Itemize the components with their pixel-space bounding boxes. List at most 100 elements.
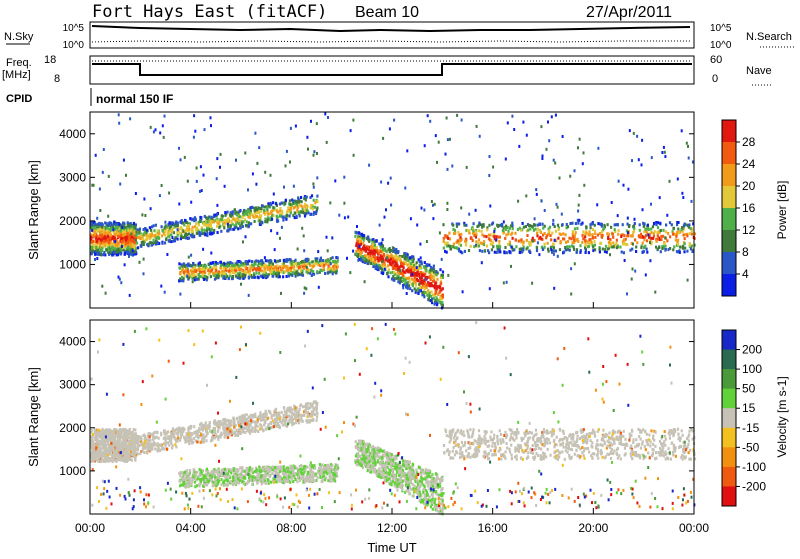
power-cell: [539, 223, 541, 226]
power-cell: [596, 203, 598, 206]
power-cell: [652, 237, 654, 240]
power-cell: [299, 214, 301, 217]
power-cell: [399, 281, 401, 284]
power-cell: [246, 224, 248, 227]
power-cell: [583, 184, 585, 187]
power-cell: [114, 240, 116, 243]
power-cell: [647, 224, 649, 227]
power-cell: [168, 192, 170, 195]
power-cell: [536, 234, 538, 237]
velocity-cell: [94, 457, 96, 460]
power-cell: [439, 231, 441, 234]
power-cell: [202, 232, 204, 235]
power-cell: [389, 127, 391, 130]
power-cell: [102, 244, 104, 247]
power-cell: [177, 222, 179, 225]
power-cell: [108, 231, 110, 234]
power-cell: [627, 217, 629, 220]
power-cell: [419, 260, 421, 263]
power-cell: [108, 175, 110, 178]
power-cell: [179, 272, 181, 275]
power-cell: [234, 226, 236, 229]
power-cell: [293, 268, 295, 271]
power-cell: [343, 202, 345, 205]
power-cell: [210, 124, 212, 127]
power-cell: [399, 269, 401, 272]
power-cell: [553, 253, 555, 256]
power-cell: [251, 206, 253, 209]
velocity-cell: [310, 403, 312, 406]
power-cell: [226, 211, 228, 214]
power-cell: [665, 224, 667, 227]
power-cell: [586, 232, 588, 235]
power-cell: [264, 256, 266, 259]
power-cell: [139, 228, 141, 231]
power-cell: [165, 237, 167, 240]
power-cell: [313, 186, 315, 189]
power-cell: [592, 249, 594, 252]
power-cell: [254, 267, 256, 270]
power-cell: [416, 261, 418, 264]
power-cell: [273, 271, 275, 274]
power-cell: [415, 284, 417, 287]
power-cell: [623, 184, 625, 187]
power-cell: [287, 269, 289, 272]
power-cell: [387, 182, 389, 185]
power-cell: [257, 276, 259, 279]
power-cell: [409, 287, 411, 290]
power-cell: [161, 234, 163, 237]
power-cell: [528, 224, 530, 227]
power-cell: [559, 248, 561, 251]
power-cell: [411, 259, 413, 262]
power-cell: [464, 240, 466, 243]
power-cell: [544, 246, 546, 249]
power-cell: [220, 264, 222, 267]
power-cell: [111, 223, 113, 226]
power-cell: [290, 258, 292, 261]
velocity-cell: [122, 439, 124, 442]
power-cell: [494, 251, 496, 254]
power-cell: [525, 194, 527, 197]
power-cell: [146, 229, 148, 232]
velocity-cell: [115, 434, 117, 437]
power-cell: [212, 272, 214, 275]
power-cell: [97, 225, 99, 228]
velocity-cell: [92, 445, 94, 448]
power-cell: [476, 125, 478, 128]
power-cell: [594, 230, 596, 233]
power-cell: [381, 242, 383, 245]
power-cell: [193, 114, 195, 117]
velocity-cell: [100, 447, 102, 450]
power-cell: [563, 238, 565, 241]
power-cell: [185, 268, 187, 271]
power-cell: [413, 264, 415, 267]
power-cell: [182, 230, 184, 233]
power-cell: [370, 246, 372, 249]
power-cell: [609, 253, 611, 256]
power-cell: [554, 162, 556, 165]
power-cell: [558, 228, 560, 231]
power-cell: [374, 244, 376, 247]
power-cell: [448, 244, 450, 247]
power-cell: [110, 234, 112, 237]
power-cell: [633, 227, 635, 230]
power-cell: [395, 251, 397, 254]
power-cell: [657, 226, 659, 229]
power-cell: [444, 234, 446, 237]
power-cell: [486, 228, 488, 231]
power-cell: [570, 293, 572, 296]
power-cell: [276, 265, 278, 268]
power-cell: [547, 121, 549, 124]
power-cell: [133, 222, 135, 225]
power-cell: [111, 246, 113, 249]
power-cell: [316, 195, 318, 198]
velocity-cell: [127, 448, 129, 451]
power-cell: [191, 274, 193, 277]
power-cell: [118, 276, 120, 279]
power-cell: [301, 260, 303, 263]
power-cell: [550, 248, 552, 251]
power-cell: [416, 278, 418, 281]
power-cell: [672, 248, 674, 251]
power-cell: [148, 243, 150, 246]
power-cell: [229, 261, 231, 264]
